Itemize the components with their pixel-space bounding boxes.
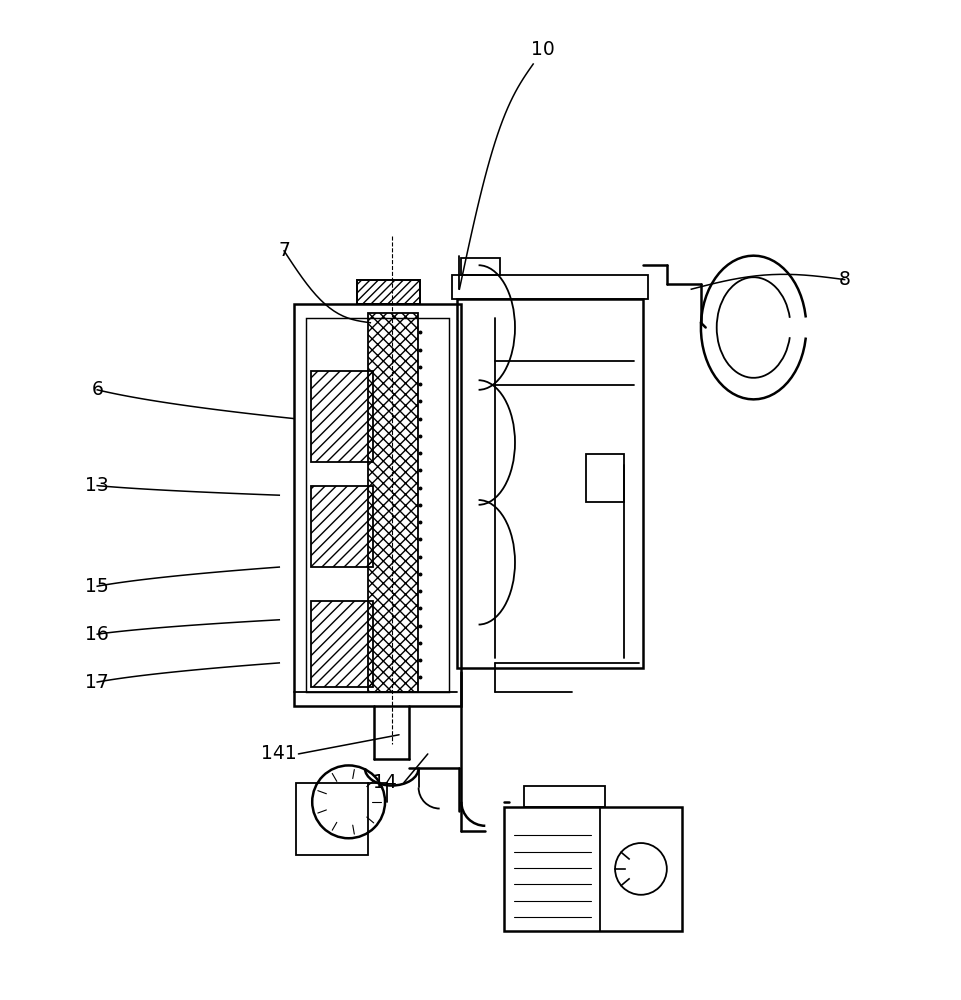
Bar	[307, 318, 449, 692]
Text: 8: 8	[839, 270, 850, 289]
Bar	[311, 601, 373, 687]
Bar	[452, 275, 648, 299]
Text: 16: 16	[86, 625, 110, 644]
Text: 17: 17	[86, 673, 110, 692]
Bar	[311, 486, 373, 567]
Bar	[524, 786, 605, 807]
Bar	[311, 371, 373, 462]
Bar	[505, 807, 681, 931]
Text: 13: 13	[86, 476, 110, 495]
Text: 15: 15	[86, 577, 110, 596]
Bar	[586, 454, 625, 502]
Text: 6: 6	[91, 380, 103, 399]
Bar	[368, 313, 418, 692]
Bar	[357, 280, 420, 304]
Text: 141: 141	[261, 744, 297, 763]
Text: 10: 10	[530, 40, 554, 59]
Text: 7: 7	[278, 241, 290, 260]
Bar	[456, 299, 644, 668]
Bar	[357, 280, 420, 304]
Text: 14: 14	[373, 773, 397, 792]
Bar	[294, 304, 461, 706]
Bar	[461, 258, 500, 275]
Bar	[296, 783, 368, 855]
